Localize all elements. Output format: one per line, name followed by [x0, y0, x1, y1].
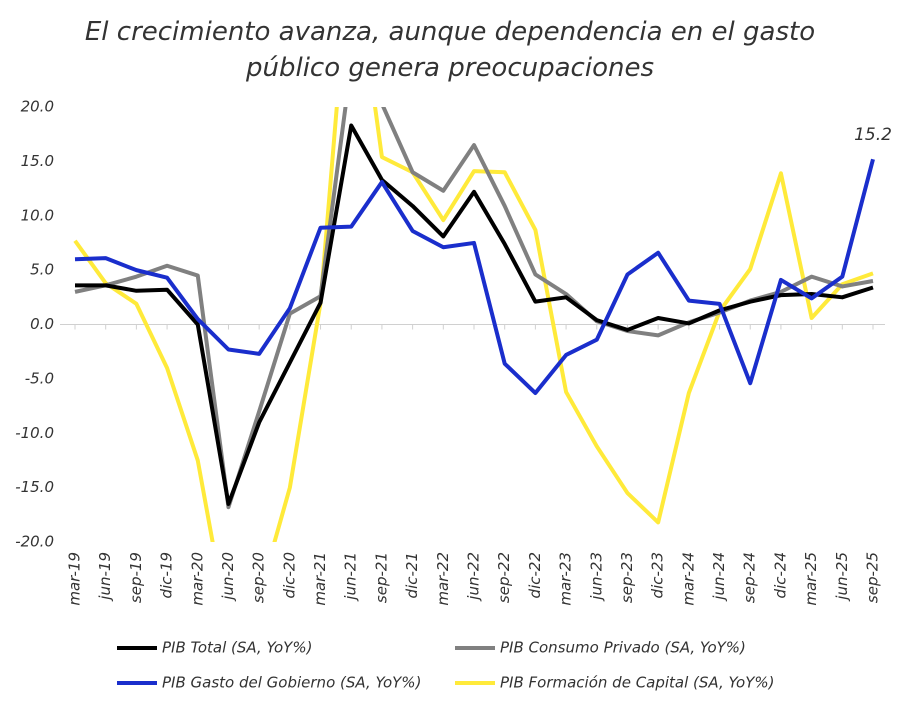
x-tick-label: sep-19 — [127, 552, 145, 603]
x-tick-label: dic-19 — [158, 552, 176, 598]
y-tick-label: -10.0 — [15, 424, 54, 442]
data-label: 15.2 — [854, 125, 892, 145]
x-tick-label: dic-23 — [649, 552, 667, 598]
legend-label: PIB Consumo Privado (SA, YoY%) — [500, 639, 746, 657]
x-tick-label: mar-21 — [311, 552, 329, 606]
x-tick-label: sep-24 — [741, 552, 759, 603]
legend-label: PIB Gasto del Gobierno (SA, YoY%) — [162, 674, 421, 692]
chart-title: El crecimiento avanza, aunque dependenci… — [84, 17, 816, 83]
x-tick-label: sep-20 — [250, 552, 268, 603]
x-tick-label: mar-19 — [66, 552, 84, 606]
x-tick-label: sep-22 — [495, 552, 513, 603]
y-tick-label: -15.0 — [15, 478, 54, 496]
series-line — [75, 123, 874, 506]
y-tick-label: -5.0 — [25, 369, 54, 387]
series-line — [74, 107, 874, 510]
legend-label: PIB Total (SA, YoY%) — [162, 639, 312, 657]
x-tick-label: dic-21 — [403, 552, 421, 598]
x-tick-label: jun-19 — [96, 552, 114, 602]
x-tick-label: mar-20 — [188, 552, 206, 606]
series-line — [74, 158, 875, 396]
y-tick-label: 5.0 — [30, 261, 54, 279]
lines — [73, 107, 875, 542]
x-tick-label: jun-21 — [342, 552, 360, 602]
x-tick-label: jun-20 — [219, 552, 237, 602]
y-tick-label: 10.0 — [21, 206, 54, 224]
x-tick-label: sep-21 — [372, 552, 390, 603]
y-tick-label: 15.0 — [21, 152, 54, 170]
x-tick-label: mar-23 — [557, 552, 575, 606]
x-tick-label: mar-25 — [802, 552, 820, 606]
x-tick-label: jun-24 — [710, 552, 728, 602]
x-tick-label: sep-25 — [864, 552, 882, 603]
series-line — [73, 107, 874, 542]
y-tick-label: -20.0 — [15, 533, 54, 551]
x-tick-label: jun-25 — [833, 552, 851, 602]
y-tick-label: 0.0 — [30, 315, 54, 333]
x-tick-label: jun-23 — [587, 552, 605, 602]
x-tick-label: mar-22 — [434, 552, 452, 606]
y-tick-label: 20.0 — [21, 98, 54, 116]
x-tick-label: dic-24 — [771, 552, 789, 598]
legend-label: PIB Formación de Capital (SA, YoY%) — [500, 674, 774, 692]
x-tick-label: jun-22 — [465, 552, 483, 602]
x-tick-label: mar-24 — [679, 552, 697, 606]
x-tick-label: dic-20 — [280, 552, 298, 598]
x-tick-label: dic-22 — [526, 552, 544, 598]
x-tick-label: sep-23 — [618, 552, 636, 603]
